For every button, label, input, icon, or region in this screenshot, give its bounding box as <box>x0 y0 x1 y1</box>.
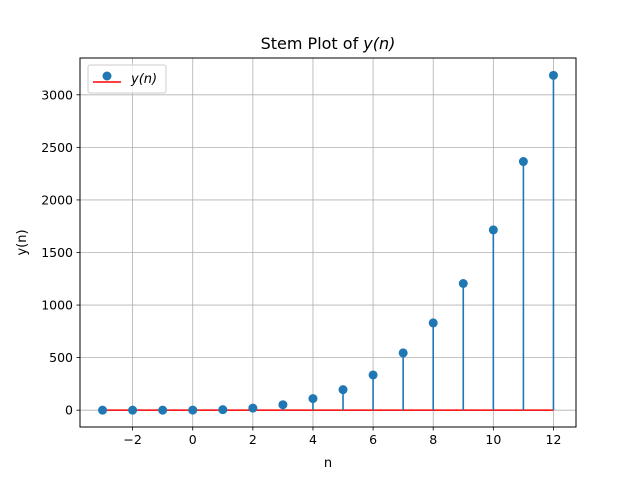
stem-marker <box>98 405 108 415</box>
y-tick-label: 2500 <box>41 140 73 155</box>
legend: y(n) <box>87 64 167 94</box>
legend-entry-label: y(n) <box>130 72 157 87</box>
stem-marker <box>278 400 288 410</box>
stem-markers <box>98 70 558 415</box>
stem-marker <box>488 225 498 235</box>
stem-marker <box>128 405 138 415</box>
stem-marker <box>548 70 558 80</box>
stem-marker <box>308 394 318 404</box>
x-tick-label: 12 <box>546 432 562 447</box>
y-axis-label: y(n) <box>15 229 30 255</box>
stem-marker <box>398 348 408 358</box>
y-tick-label: 1500 <box>41 245 73 260</box>
x-tick-label: 6 <box>369 432 377 447</box>
plot-frame <box>79 57 577 428</box>
stem-marker <box>518 157 528 167</box>
stem-marker <box>248 403 258 413</box>
legend-marker-swatch <box>102 71 112 81</box>
stem-marker <box>428 318 438 328</box>
x-tick-label: 10 <box>485 432 501 447</box>
y-tick-label: 3000 <box>41 87 73 102</box>
stem-marker <box>158 405 168 415</box>
y-tick-label: 1000 <box>41 298 73 313</box>
x-axis-label: n <box>324 456 332 471</box>
stem-marker <box>218 405 228 415</box>
stem-marker <box>338 385 348 395</box>
y-tick-label: 500 <box>49 350 73 365</box>
chart-title: Stem Plot of y(n) <box>261 34 396 53</box>
x-tick-label: 0 <box>189 432 197 447</box>
stem-marker <box>188 405 198 415</box>
y-tick-label: 0 <box>65 403 73 418</box>
x-tick-label: 2 <box>249 432 257 447</box>
stem-marker <box>368 370 378 380</box>
x-tick-label: 8 <box>429 432 437 447</box>
axis-ticks: −2 0 2 4 6 8 10 12 0 500 1000 1500 2000 2500 3000 <box>41 87 561 447</box>
stem-marker <box>458 279 468 288</box>
chart-title-prefix: Stem Plot of <box>261 34 364 53</box>
x-tick-label: −2 <box>123 432 141 447</box>
x-tick-label: 4 <box>309 432 317 447</box>
y-tick-label: 2000 <box>41 192 73 207</box>
chart-title-math: y(n) <box>362 34 395 53</box>
